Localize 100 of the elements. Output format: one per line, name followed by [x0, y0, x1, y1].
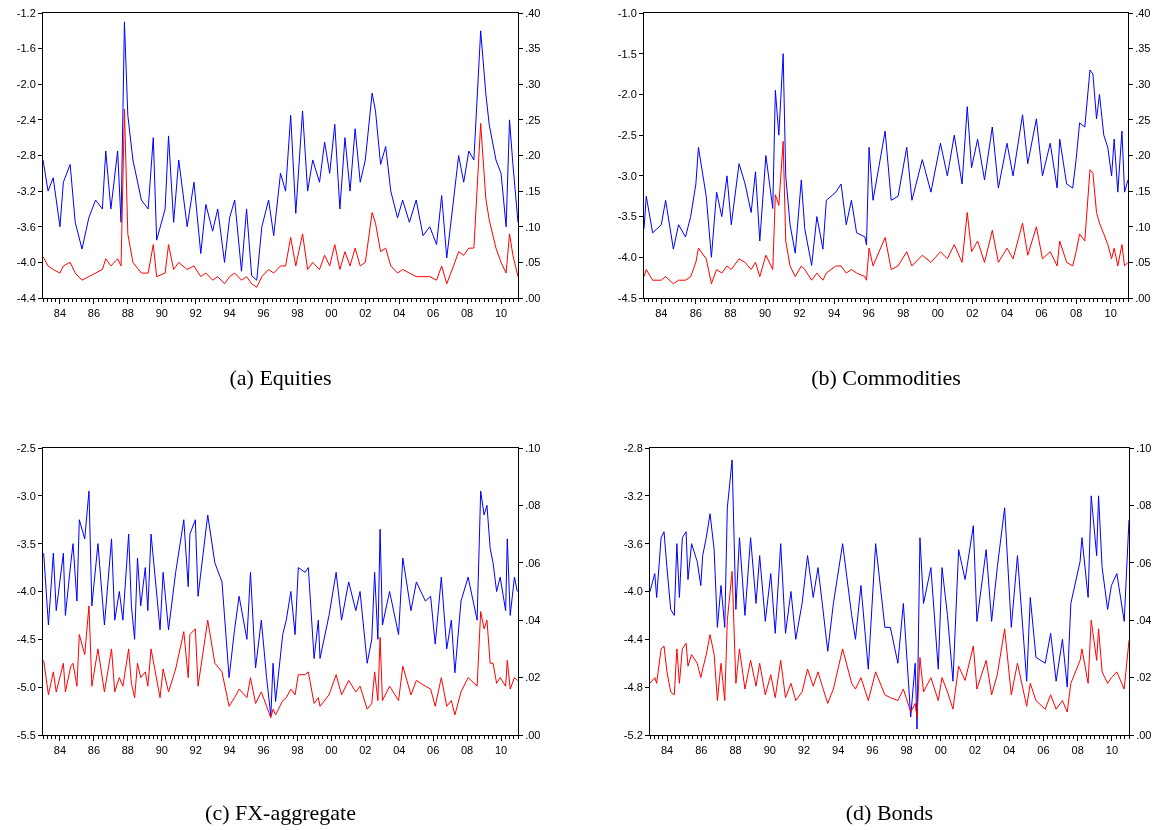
x-tick-label: 06 — [1035, 307, 1048, 320]
y-tick-label: -4.5 — [16, 633, 36, 646]
x-tick-label: 02 — [968, 744, 982, 757]
line-series — [644, 140, 1128, 285]
y-tick-label: -4.0 — [16, 256, 36, 269]
y-tick-label: -3.6 — [623, 537, 643, 550]
x-tick-label: 08 — [460, 744, 474, 757]
y2-tick-label: .00 — [525, 728, 541, 741]
y-tick-label: -2.8 — [16, 149, 36, 162]
y2-tick-label: .05 — [1135, 256, 1151, 269]
y-tick-label: -3.5 — [617, 210, 637, 223]
x-tick-label: 98 — [291, 307, 304, 320]
text: (a) Equities — [229, 365, 332, 391]
y-tick-label: -1.6 — [16, 42, 36, 55]
x-tick-label: 10 — [494, 307, 508, 320]
y-tick-label: -1.0 — [617, 6, 637, 19]
x-tick-label: 96 — [862, 307, 875, 320]
y2-tick-label: .02 — [1136, 671, 1152, 684]
line-series — [644, 53, 1128, 266]
y2-tick-label: .04 — [1136, 614, 1152, 627]
y-tick-label: -4.0 — [617, 251, 637, 264]
x-tick-label: 96 — [257, 307, 270, 320]
y-tick-label: -3.6 — [16, 220, 36, 233]
y2-tick-label: .20 — [1135, 149, 1151, 162]
x-tick-label: 90 — [758, 307, 772, 320]
x-tick-label: 88 — [729, 744, 742, 757]
line-series — [43, 605, 518, 719]
x-tick-label: 88 — [724, 307, 737, 320]
y-tick-label: -4.0 — [16, 585, 36, 598]
x-tick-label: 98 — [291, 744, 304, 757]
line-series — [650, 570, 1129, 719]
y2-tick-label: .20 — [525, 149, 541, 162]
y-tick-label: -1.2 — [16, 6, 36, 19]
y2-tick-label: .08 — [525, 499, 541, 512]
x-tick-label: 90 — [155, 744, 168, 757]
x-tick-label: 10 — [494, 744, 508, 757]
x-tick-label: 04 — [1003, 744, 1016, 757]
x-tick-label: 94 — [832, 744, 845, 757]
x-tick-label: 92 — [793, 307, 806, 320]
text: (b) Commodities — [811, 365, 961, 391]
y-tick-label: -4.0 — [623, 585, 643, 598]
y2-tick-label: .15 — [525, 184, 541, 197]
x-tick-label: 96 — [866, 744, 879, 757]
y2-tick-label: .04 — [525, 614, 541, 627]
x-tick-label: 08 — [1071, 744, 1084, 757]
y2-tick-label: .10 — [525, 220, 541, 233]
y-tick-label: -5.0 — [16, 681, 36, 694]
y2-tick-label: .35 — [525, 42, 541, 55]
x-tick-label: 86 — [87, 307, 101, 320]
y2-tick-label: .40 — [1135, 6, 1151, 19]
y2-tick-label: .30 — [525, 78, 541, 91]
x-tick-label: 94 — [828, 307, 841, 320]
y-tick-label: -3.0 — [16, 489, 36, 502]
y2-tick-label: .00 — [525, 291, 541, 304]
line-series — [43, 21, 518, 281]
y2-tick-label: .05 — [525, 256, 541, 269]
x-tick-label: 10 — [1105, 744, 1119, 757]
y-tick-label: -3.5 — [16, 537, 36, 550]
x-tick-label: 00 — [931, 307, 944, 320]
y-tick-label: -4.4 — [16, 291, 36, 304]
x-tick-label: 84 — [53, 744, 67, 757]
y2-tick-label: .15 — [1135, 184, 1151, 197]
line-series — [43, 490, 518, 717]
line-series — [650, 459, 1129, 730]
y-tick-label: -3.0 — [617, 169, 637, 182]
y-tick-label: -4.5 — [617, 291, 637, 304]
y2-tick-label: .40 — [525, 6, 541, 19]
y2-tick-label: .10 — [1135, 220, 1151, 233]
y2-tick-label: .00 — [1136, 728, 1152, 741]
x-tick-label: 06 — [427, 307, 440, 320]
x-tick-label: 04 — [1000, 307, 1014, 320]
y-tick-label: -2.0 — [16, 78, 36, 91]
x-tick-label: 90 — [155, 307, 168, 320]
y2-tick-label: .30 — [1135, 78, 1151, 91]
y2-tick-label: .06 — [525, 556, 541, 569]
x-tick-label: 88 — [121, 307, 134, 320]
x-tick-label: 00 — [325, 744, 338, 757]
x-tick-label: 88 — [121, 744, 134, 757]
x-tick-label: 94 — [223, 744, 236, 757]
x-tick-label: 98 — [900, 744, 913, 757]
x-tick-label: 08 — [1070, 307, 1083, 320]
x-tick-label: 86 — [689, 307, 702, 320]
y-tick-label: -2.4 — [16, 113, 36, 126]
x-tick-label: 00 — [934, 744, 947, 757]
y2-tick-label: .10 — [525, 441, 541, 454]
y-tick-label: -2.5 — [617, 128, 637, 141]
y-tick-label: -2.5 — [16, 441, 36, 454]
x-tick-label: 86 — [87, 744, 101, 757]
y-tick-label: -2.0 — [617, 88, 637, 101]
y-tick-label: -3.2 — [623, 489, 643, 502]
x-tick-label: 96 — [257, 744, 270, 757]
x-tick-label: 06 — [1037, 744, 1050, 757]
y2-tick-label: .10 — [1136, 441, 1152, 454]
x-tick-label: 90 — [763, 744, 776, 757]
x-tick-label: 04 — [393, 307, 406, 320]
y2-tick-label: .25 — [1135, 113, 1151, 126]
x-tick-label: 02 — [359, 307, 372, 320]
y2-tick-label: .08 — [1136, 499, 1152, 512]
x-tick-label: 10 — [1104, 307, 1117, 320]
y2-tick-label: .02 — [525, 671, 541, 684]
